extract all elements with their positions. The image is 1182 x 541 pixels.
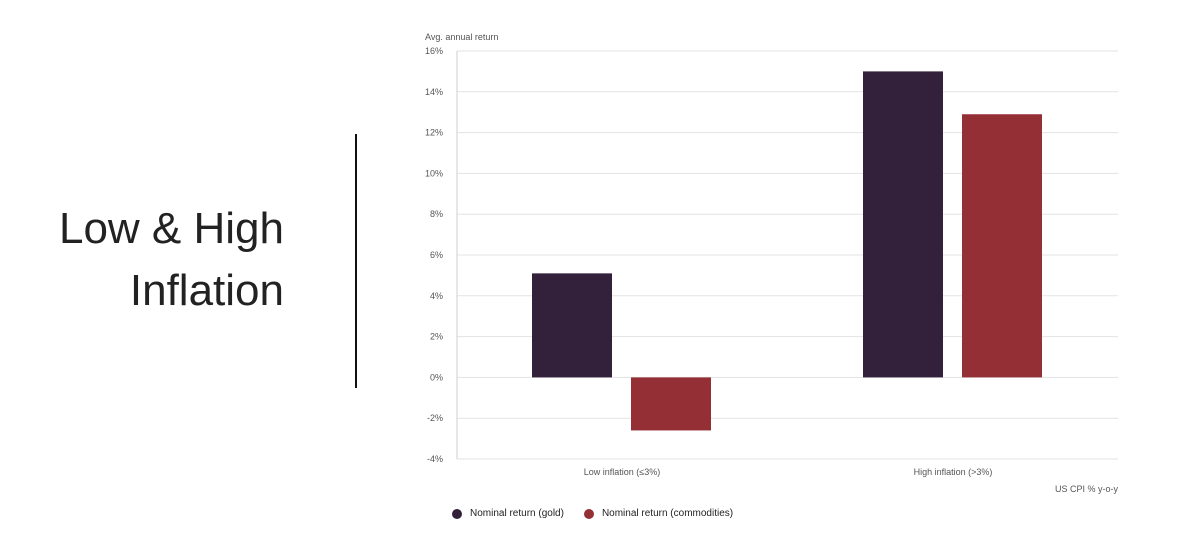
- legend-item-commodities: Nominal return (commodities): [583, 508, 734, 519]
- bar-commodities: [631, 377, 711, 431]
- x-axis-title: US CPI % y-o-y: [1055, 484, 1119, 494]
- y-tick-label: 0%: [430, 372, 443, 382]
- y-tick-label: -2%: [427, 413, 443, 423]
- slide-title-line-1: Low & High: [58, 204, 284, 253]
- y-tick-label: 2%: [430, 332, 443, 342]
- y-tick-label: 14%: [425, 87, 443, 97]
- x-category-label: Low inflation (≤3%): [584, 467, 660, 477]
- slide-title: Low & High Inflation: [59, 198, 284, 322]
- y-tick-label: 8%: [430, 209, 443, 219]
- y-tick-label: 4%: [430, 291, 443, 301]
- bar-commodities: [962, 114, 1042, 378]
- chart-legend: Nominal return (gold) Nominal return (co…: [452, 508, 733, 519]
- legend-swatch-commodities: [583, 508, 594, 519]
- slide-title-line-2: Inflation: [129, 266, 284, 315]
- y-tick-label: 16%: [425, 46, 443, 56]
- y-axis-title: Avg. annual return: [425, 32, 498, 42]
- legend-label-commodities: Nominal return (commodities): [601, 508, 734, 519]
- legend-swatch-gold: [452, 508, 462, 519]
- x-category-label: High inflation (>3%): [914, 467, 993, 477]
- legend-label-gold: Nominal return (gold): [470, 508, 564, 519]
- vertical-divider: [355, 134, 357, 388]
- bar-gold: [863, 71, 943, 378]
- y-tick-label: 10%: [425, 168, 443, 178]
- y-tick-label: -4%: [427, 454, 443, 464]
- legend-item-gold: Nominal return (gold): [452, 508, 564, 519]
- y-tick-label: 6%: [430, 250, 443, 260]
- bar-gold: [532, 273, 612, 378]
- y-tick-label: 12%: [425, 128, 443, 138]
